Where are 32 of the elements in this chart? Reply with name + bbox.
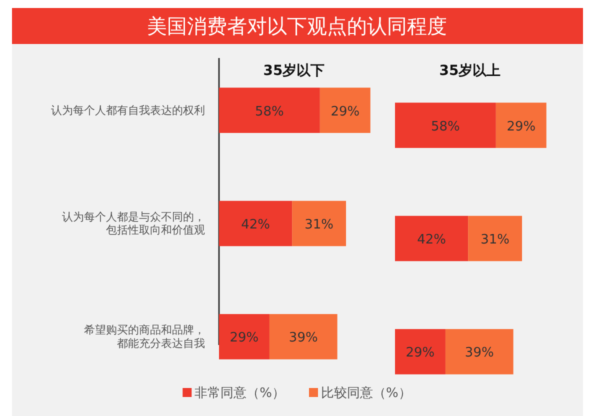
bar	[395, 216, 468, 262]
bar	[468, 216, 522, 262]
data-label: 31%	[304, 218, 334, 232]
data-label: 39%	[464, 346, 494, 361]
data-label: 58%	[255, 104, 284, 120]
bar	[395, 329, 446, 374]
bar	[320, 88, 370, 133]
legend-label: 比较同意（%）	[321, 386, 412, 401]
data-label: 42%	[241, 218, 270, 232]
data-label: 31%	[480, 232, 510, 248]
legend-label: 非常同意（%）	[194, 386, 285, 401]
bar	[219, 200, 292, 246]
data-label: 29%	[330, 104, 360, 120]
bar	[445, 329, 514, 374]
y-tick-label: 认为每个人都有自我表达的权利	[51, 104, 205, 117]
chart-subtitle: 35岁以下	[263, 63, 325, 79]
bar	[269, 314, 338, 360]
bar	[219, 88, 320, 133]
bar	[292, 200, 346, 246]
y-tick-label: 希望购买的商品和品牌，都能充分表达自我	[84, 324, 205, 350]
chart-title: 美国消费者对以下观点的认同程度	[147, 14, 447, 38]
bar	[496, 102, 546, 148]
bar	[219, 314, 270, 360]
bar	[395, 102, 496, 148]
data-label: 39%	[288, 330, 318, 346]
data-label: 58%	[431, 119, 460, 134]
data-label: 29%	[230, 330, 259, 346]
data-label: 29%	[506, 119, 536, 134]
text: 35岁以上	[439, 63, 501, 79]
y-tick-label: 认为每个人都是与众不同的，包括性取向和价值观	[62, 210, 205, 237]
data-label: 29%	[406, 346, 435, 361]
data-label: 42%	[417, 232, 446, 248]
